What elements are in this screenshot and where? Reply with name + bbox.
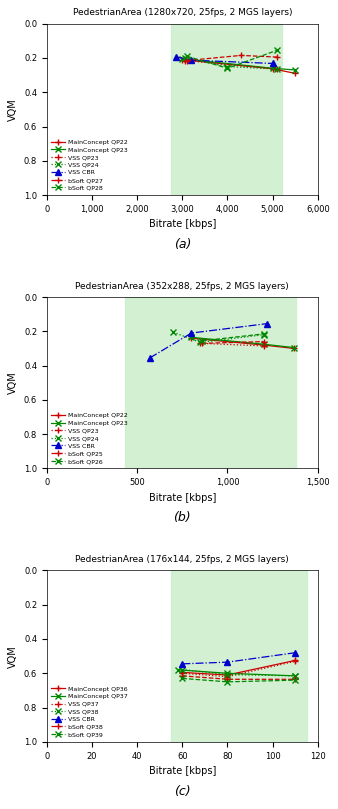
bSoft QP26 — [200, 336, 204, 345]
Line: bSoft QP27: bSoft QP27 — [184, 53, 280, 63]
VSS CBR — [189, 55, 193, 65]
Line: VSS QP24: VSS QP24 — [170, 329, 266, 345]
VSS QP37 — [180, 668, 184, 678]
Line: bSoft QP39: bSoft QP39 — [179, 676, 298, 684]
X-axis label: Bitrate [kbps]: Bitrate [kbps] — [149, 766, 216, 776]
VSS QP23 — [183, 56, 187, 66]
VSS CBR — [173, 52, 177, 61]
MainConcept QP36 — [180, 667, 184, 677]
bSoft QP26 — [262, 329, 266, 339]
Line: VSS QP23: VSS QP23 — [198, 341, 266, 349]
X-axis label: Bitrate [kbps]: Bitrate [kbps] — [149, 493, 216, 502]
VSS CBR — [180, 659, 184, 669]
bSoft QP38 — [225, 675, 230, 684]
X-axis label: Bitrate [kbps]: Bitrate [kbps] — [149, 219, 216, 230]
VSS CBR — [225, 657, 230, 667]
bSoft QP25 — [200, 338, 204, 348]
MainConcept QP23 — [180, 54, 184, 64]
VSS QP24 — [262, 330, 266, 340]
Line: MainConcept QP37: MainConcept QP37 — [175, 667, 298, 679]
bSoft QP27 — [275, 53, 279, 62]
VSS QP23 — [275, 64, 279, 74]
Legend: MainConcept QP22, MainConcept QP23, VSS QP23, VSS QP24, VSS CBR, bSoft QP27, bSo: MainConcept QP22, MainConcept QP23, VSS … — [50, 138, 129, 192]
Line: VSS CBR: VSS CBR — [147, 321, 270, 361]
MainConcept QP37 — [225, 668, 230, 678]
bSoft QP39 — [225, 677, 230, 687]
VSS QP37 — [293, 656, 297, 666]
Text: (c): (c) — [174, 785, 191, 798]
VSS QP38 — [225, 670, 230, 680]
bSoft QP28 — [275, 45, 279, 55]
VSS QP37 — [225, 671, 230, 681]
Line: VSS CBR: VSS CBR — [179, 650, 298, 667]
MainConcept QP23 — [262, 339, 266, 349]
bSoft QP28 — [185, 52, 189, 61]
Line: bSoft QP25: bSoft QP25 — [199, 339, 266, 346]
MainConcept QP37 — [293, 671, 297, 680]
Bar — [124, 297, 296, 468]
Y-axis label: VQM: VQM — [8, 98, 18, 121]
MainConcept QP22 — [262, 341, 266, 350]
bSoft QP39 — [180, 674, 184, 684]
MainConcept QP22 — [271, 64, 275, 74]
Line: MainConcept QP22: MainConcept QP22 — [179, 57, 298, 76]
Line: bSoft QP28: bSoft QP28 — [184, 48, 280, 71]
VSS QP38 — [293, 671, 297, 680]
Text: (b): (b) — [173, 511, 191, 524]
bSoft QP28 — [225, 63, 230, 73]
bSoft QP27 — [239, 50, 243, 60]
VSS QP24 — [171, 328, 175, 337]
VSS QP24 — [183, 53, 187, 63]
MainConcept QP23 — [271, 63, 275, 73]
MainConcept QP22 — [189, 333, 193, 343]
Line: MainConcept QP22: MainConcept QP22 — [189, 336, 297, 351]
Y-axis label: VQM: VQM — [8, 371, 18, 394]
Line: VSS QP38: VSS QP38 — [179, 667, 298, 679]
Y-axis label: VQM: VQM — [8, 645, 18, 667]
MainConcept QP22 — [293, 69, 297, 78]
bSoft QP27 — [185, 56, 189, 66]
Line: MainConcept QP36: MainConcept QP36 — [179, 658, 298, 678]
bSoft QP25 — [262, 337, 266, 346]
Line: bSoft QP38: bSoft QP38 — [179, 673, 298, 682]
MainConcept QP22 — [292, 344, 296, 354]
Title: PedestrianArea (1280x720, 25fps, 2 MGS layers): PedestrianArea (1280x720, 25fps, 2 MGS l… — [73, 8, 292, 17]
Bar — [171, 570, 307, 742]
Line: VSS QP24: VSS QP24 — [182, 55, 280, 72]
VSS QP24 — [225, 61, 230, 71]
bSoft QP38 — [293, 675, 297, 684]
VSS CBR — [293, 648, 297, 658]
MainConcept QP23 — [189, 332, 193, 342]
Legend: MainConcept QP36, MainConcept QP37, VSS QP37, VSS QP38, VSS CBR, bSoft QP38, bSo: MainConcept QP36, MainConcept QP37, VSS … — [50, 684, 129, 739]
MainConcept QP37 — [176, 665, 180, 675]
Line: VSS QP23: VSS QP23 — [182, 57, 280, 72]
VSS QP38 — [180, 665, 184, 675]
Line: bSoft QP26: bSoft QP26 — [199, 331, 266, 344]
Legend: MainConcept QP22, MainConcept QP23, VSS QP23, VSS QP24, VSS CBR, bSoft QP25, bSo: MainConcept QP22, MainConcept QP23, VSS … — [50, 411, 129, 465]
Line: VSS QP37: VSS QP37 — [179, 659, 298, 680]
Bar — [171, 23, 282, 195]
Line: VSS CBR: VSS CBR — [173, 54, 275, 66]
Text: (a): (a) — [174, 238, 191, 251]
VSS CBR — [271, 58, 275, 68]
VSS CBR — [189, 328, 193, 338]
VSS QP24 — [198, 337, 202, 347]
Title: PedestrianArea (352x288, 25fps, 2 MGS layers): PedestrianArea (352x288, 25fps, 2 MGS la… — [75, 282, 289, 290]
MainConcept QP22 — [180, 55, 184, 65]
VSS QP24 — [275, 64, 279, 74]
MainConcept QP36 — [293, 655, 297, 665]
Title: PedestrianArea (176x144, 25fps, 2 MGS layers): PedestrianArea (176x144, 25fps, 2 MGS la… — [75, 555, 289, 564]
VSS CBR — [148, 353, 152, 362]
MainConcept QP36 — [225, 670, 230, 680]
bSoft QP39 — [293, 676, 297, 685]
MainConcept QP23 — [292, 343, 296, 353]
bSoft QP38 — [180, 671, 184, 680]
VSS QP23 — [262, 341, 266, 351]
Line: MainConcept QP23: MainConcept QP23 — [179, 56, 298, 73]
MainConcept QP23 — [293, 65, 297, 74]
VSS CBR — [265, 319, 269, 328]
VSS QP23 — [198, 338, 202, 348]
Line: MainConcept QP23: MainConcept QP23 — [189, 335, 297, 350]
